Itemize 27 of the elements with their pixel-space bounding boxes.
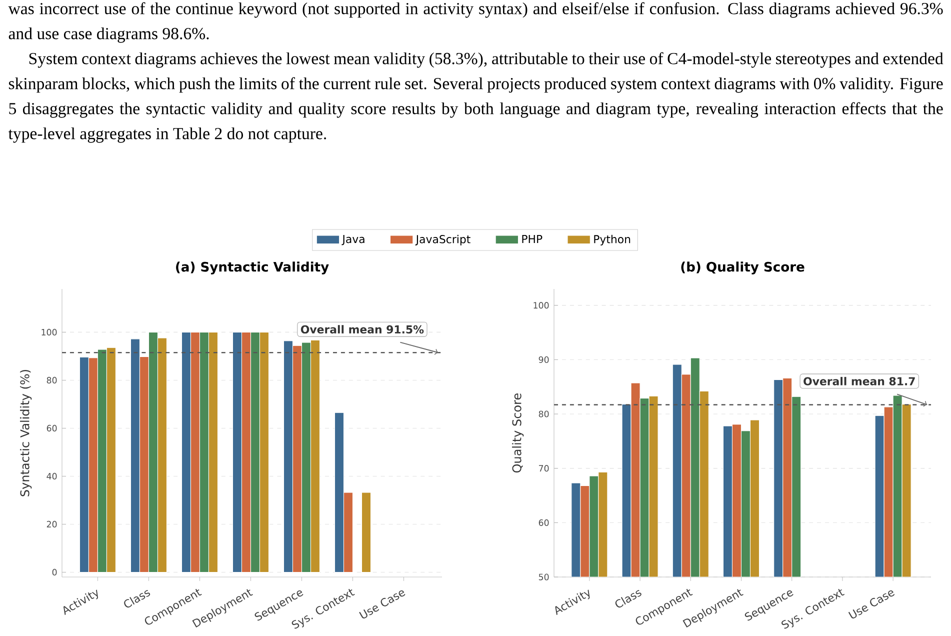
chart-title: (a) Syntactic Validity [176,262,329,274]
y-axis-title: Syntactic Validity (%) [20,370,32,496]
bar [361,492,372,572]
y-tick-label: 70 [538,465,549,472]
text: System context diagrams achieves the lowest mean validity (58.3%), attributable to their use of C4-model-style stereotypes and extended skinparam blocks, which push the limits of the current rule set. Several projects produced system context diagrams with 0% validity. Figure 5 disaggregates the syntactic validity and quality score results by both language and diagram type, revealing interaction effects that the type-level aggregates in Table 2 do not capture. [8,52,944,143]
y-tick-label: 60 [46,424,57,432]
ref-line-label: Overall mean 91.5% [300,325,424,334]
y-axis-title: Quality Score [512,393,524,472]
y-tick-label: 50 [538,574,549,580]
y-tick-label: 100 [534,302,549,309]
legend-label: Java [342,235,364,246]
legend-label: Python [594,234,630,246]
chart-title: (b) Quality Score [681,262,804,274]
y-tick-label: 0 [52,568,57,576]
legend-label: PHP [522,235,542,243]
x-tick-label: Use Case [359,590,406,618]
legend-label: JavaScript [415,234,470,246]
y-tick-label: 20 [46,520,57,528]
y-tick-label: 100 [42,328,57,336]
y-tick-label: 80 [538,410,549,418]
y-tick-label: 40 [46,472,57,480]
y-tick-label: 80 [46,376,57,384]
y-tick-label: 60 [538,519,549,526]
text: was incorrect use of the continue keyword (not supported in activity syntax) and elseif/else if confusion. Class diagrams achieved 96.3% and use case diagrams 98.6%. [8,2,943,43]
x-tick-label: Use Case [848,590,895,618]
ref-line-label: Overall mean 81.7 [804,376,915,386]
y-tick-label: 90 [538,356,549,363]
